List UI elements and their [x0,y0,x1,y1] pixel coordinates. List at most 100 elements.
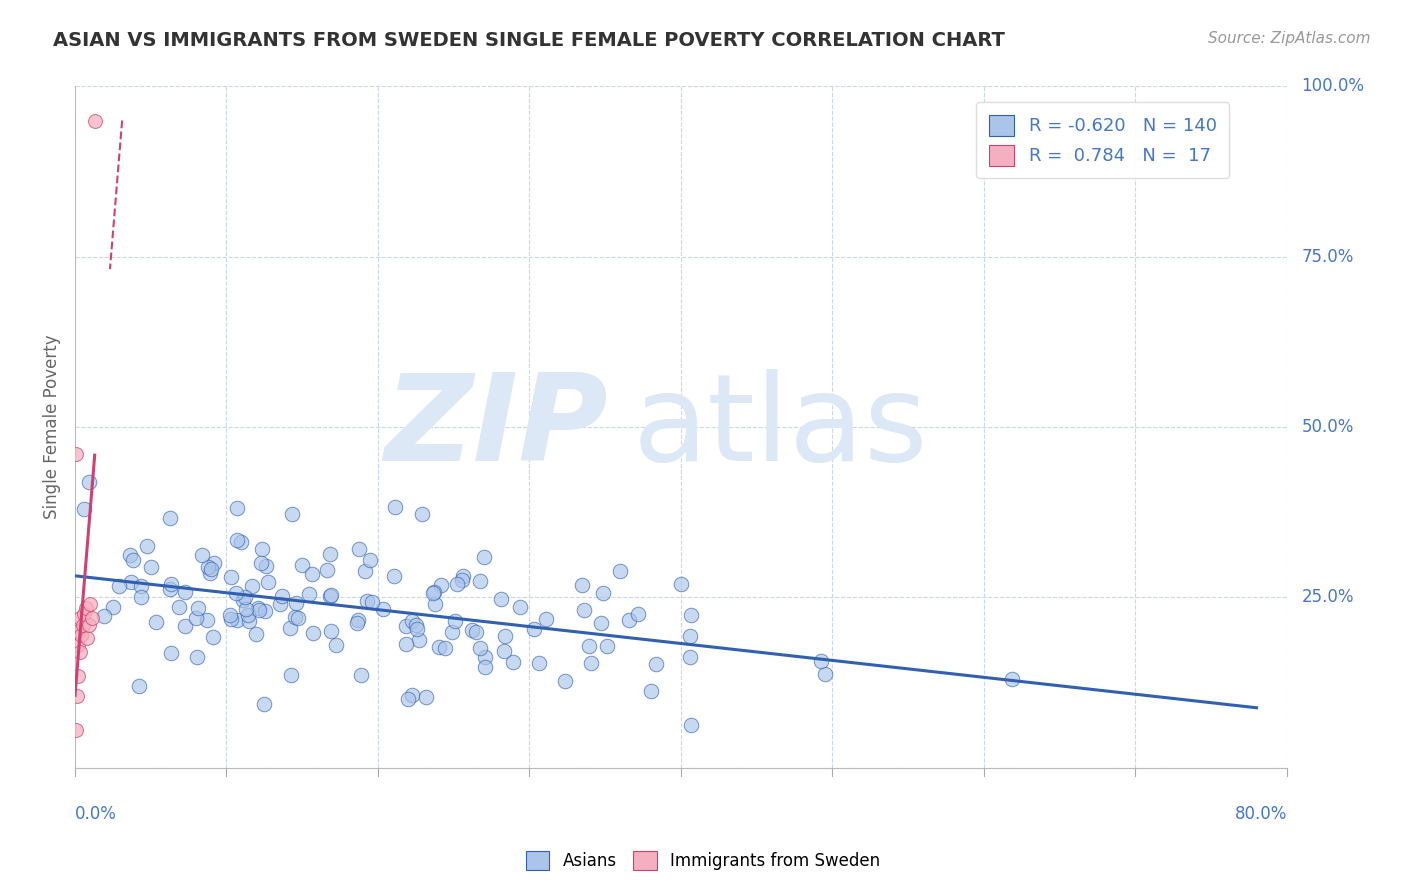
Point [250,556,273,570]
Point [356,593,378,607]
Point [229,535,252,549]
Point [200,562,222,576]
Point [280,668,302,682]
Legend: Asians, Immigrants from Sweden: Asians, Immigrants from Sweden [519,844,887,877]
Point [472,549,495,564]
Point [67,624,90,639]
Point [238,614,260,628]
Point [373,602,395,616]
Point [83,113,105,128]
Point [554,673,576,688]
Point [433,640,456,655]
Point [159,647,181,661]
Point [226,613,249,627]
Point [129,579,152,593]
Point [76,632,98,646]
Point [589,615,612,630]
Point [678,629,700,643]
Point [103,600,125,615]
Point [250,541,273,556]
Point [72,617,94,632]
Point [219,570,242,584]
Point [578,639,600,653]
Point [107,579,129,593]
Point [446,577,468,591]
Point [572,603,595,617]
Point [285,596,308,610]
Point [254,604,277,618]
Point [325,638,347,652]
Point [468,640,491,655]
Text: 80.0%: 80.0% [1234,805,1286,823]
Point [75,600,97,615]
Point [494,629,516,643]
Point [120,575,142,590]
Point [415,690,437,704]
Point [427,640,450,654]
Point [640,684,662,698]
Point [160,577,183,591]
Point [284,610,307,624]
Point [235,590,257,604]
Point [405,618,427,632]
Point [145,615,167,629]
Point [349,667,371,681]
Point [66,689,89,703]
Point [77,617,100,632]
Point [73,501,96,516]
Point [464,625,486,640]
Point [65,723,87,738]
Point [423,597,446,611]
Point [291,558,314,573]
Y-axis label: Single Female Poverty: Single Female Poverty [44,334,60,519]
Point [319,624,342,639]
Text: ASIAN VS IMMIGRANTS FROM SWEDEN SINGLE FEMALE POVERTY CORRELATION CHART: ASIAN VS IMMIGRANTS FROM SWEDEN SINGLE F… [53,31,1005,50]
Point [489,591,512,606]
Point [173,618,195,632]
Point [257,575,280,590]
Point [429,578,451,592]
Point [318,589,340,603]
Point [287,611,309,625]
Point [679,650,702,665]
Point [408,632,430,647]
Point [395,619,418,633]
Point [122,553,145,567]
Point [346,616,368,631]
Point [79,597,101,611]
Point [461,623,484,637]
Point [236,608,259,623]
Point [278,621,301,635]
Point [186,649,208,664]
Point [398,692,420,706]
Text: 100.0%: 100.0% [1302,78,1364,95]
Text: 50.0%: 50.0% [1302,418,1354,436]
Point [494,643,516,657]
Point [359,553,381,567]
Text: atlas: atlas [633,368,928,485]
Text: 75.0%: 75.0% [1302,248,1354,266]
Point [219,612,242,626]
Point [201,630,224,644]
Text: ZIP: ZIP [384,368,609,485]
Point [191,548,214,562]
Point [319,547,342,561]
Point [269,597,291,611]
Point [247,600,270,615]
Point [184,611,207,625]
Point [411,507,433,521]
Point [232,592,254,607]
Point [401,688,423,702]
Point [627,607,650,621]
Text: Source: ZipAtlas.com: Source: ZipAtlas.com [1208,31,1371,46]
Point [384,500,406,514]
Point [347,542,370,557]
Point [451,569,474,583]
Point [810,654,832,668]
Point [254,559,277,574]
Point [70,628,93,642]
Point [247,603,270,617]
Point [93,609,115,624]
Point [69,611,91,625]
Point [135,539,157,553]
